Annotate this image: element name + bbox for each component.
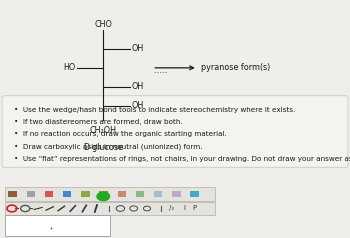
Text: •  Use the wedge/hash bond tools to indicate stereochemistry where it exists.: • Use the wedge/hash bond tools to indic… xyxy=(14,107,295,113)
Bar xyxy=(172,191,181,197)
Text: CHO: CHO xyxy=(94,20,112,29)
Text: P: P xyxy=(192,205,196,212)
Bar xyxy=(63,191,71,197)
Text: •  If two diastereomers are formed, draw both.: • If two diastereomers are formed, draw … xyxy=(14,119,182,125)
Text: •  If no reaction occurs, draw the organic starting material.: • If no reaction occurs, draw the organi… xyxy=(14,131,226,137)
Bar xyxy=(5,215,110,236)
Bar xyxy=(190,191,199,197)
Text: pyranose form(s): pyranose form(s) xyxy=(201,63,271,72)
Text: •  Draw carboxylic acids in neutral (unionized) form.: • Draw carboxylic acids in neutral (unio… xyxy=(14,144,202,150)
Text: HO: HO xyxy=(63,63,75,72)
Bar xyxy=(81,191,90,197)
Text: OH: OH xyxy=(131,44,144,53)
Bar xyxy=(5,187,215,201)
Text: OH: OH xyxy=(131,101,144,110)
Bar xyxy=(8,191,17,197)
Bar xyxy=(99,191,108,197)
Text: OH: OH xyxy=(131,82,144,91)
Circle shape xyxy=(97,192,110,201)
Text: •  Use “flat” representations of rings, not chairs, in your drawing. Do not draw: • Use “flat” representations of rings, n… xyxy=(14,156,350,162)
Bar xyxy=(5,202,215,215)
Bar xyxy=(45,191,53,197)
Bar xyxy=(136,191,144,197)
Bar xyxy=(154,191,162,197)
Bar xyxy=(27,191,35,197)
Text: CH₂OH: CH₂OH xyxy=(90,126,117,135)
Text: D-glucose: D-glucose xyxy=(83,143,123,152)
Text: /₂: /₂ xyxy=(169,205,175,212)
Bar xyxy=(118,191,126,197)
Text: I: I xyxy=(183,205,186,212)
FancyBboxPatch shape xyxy=(2,96,348,167)
